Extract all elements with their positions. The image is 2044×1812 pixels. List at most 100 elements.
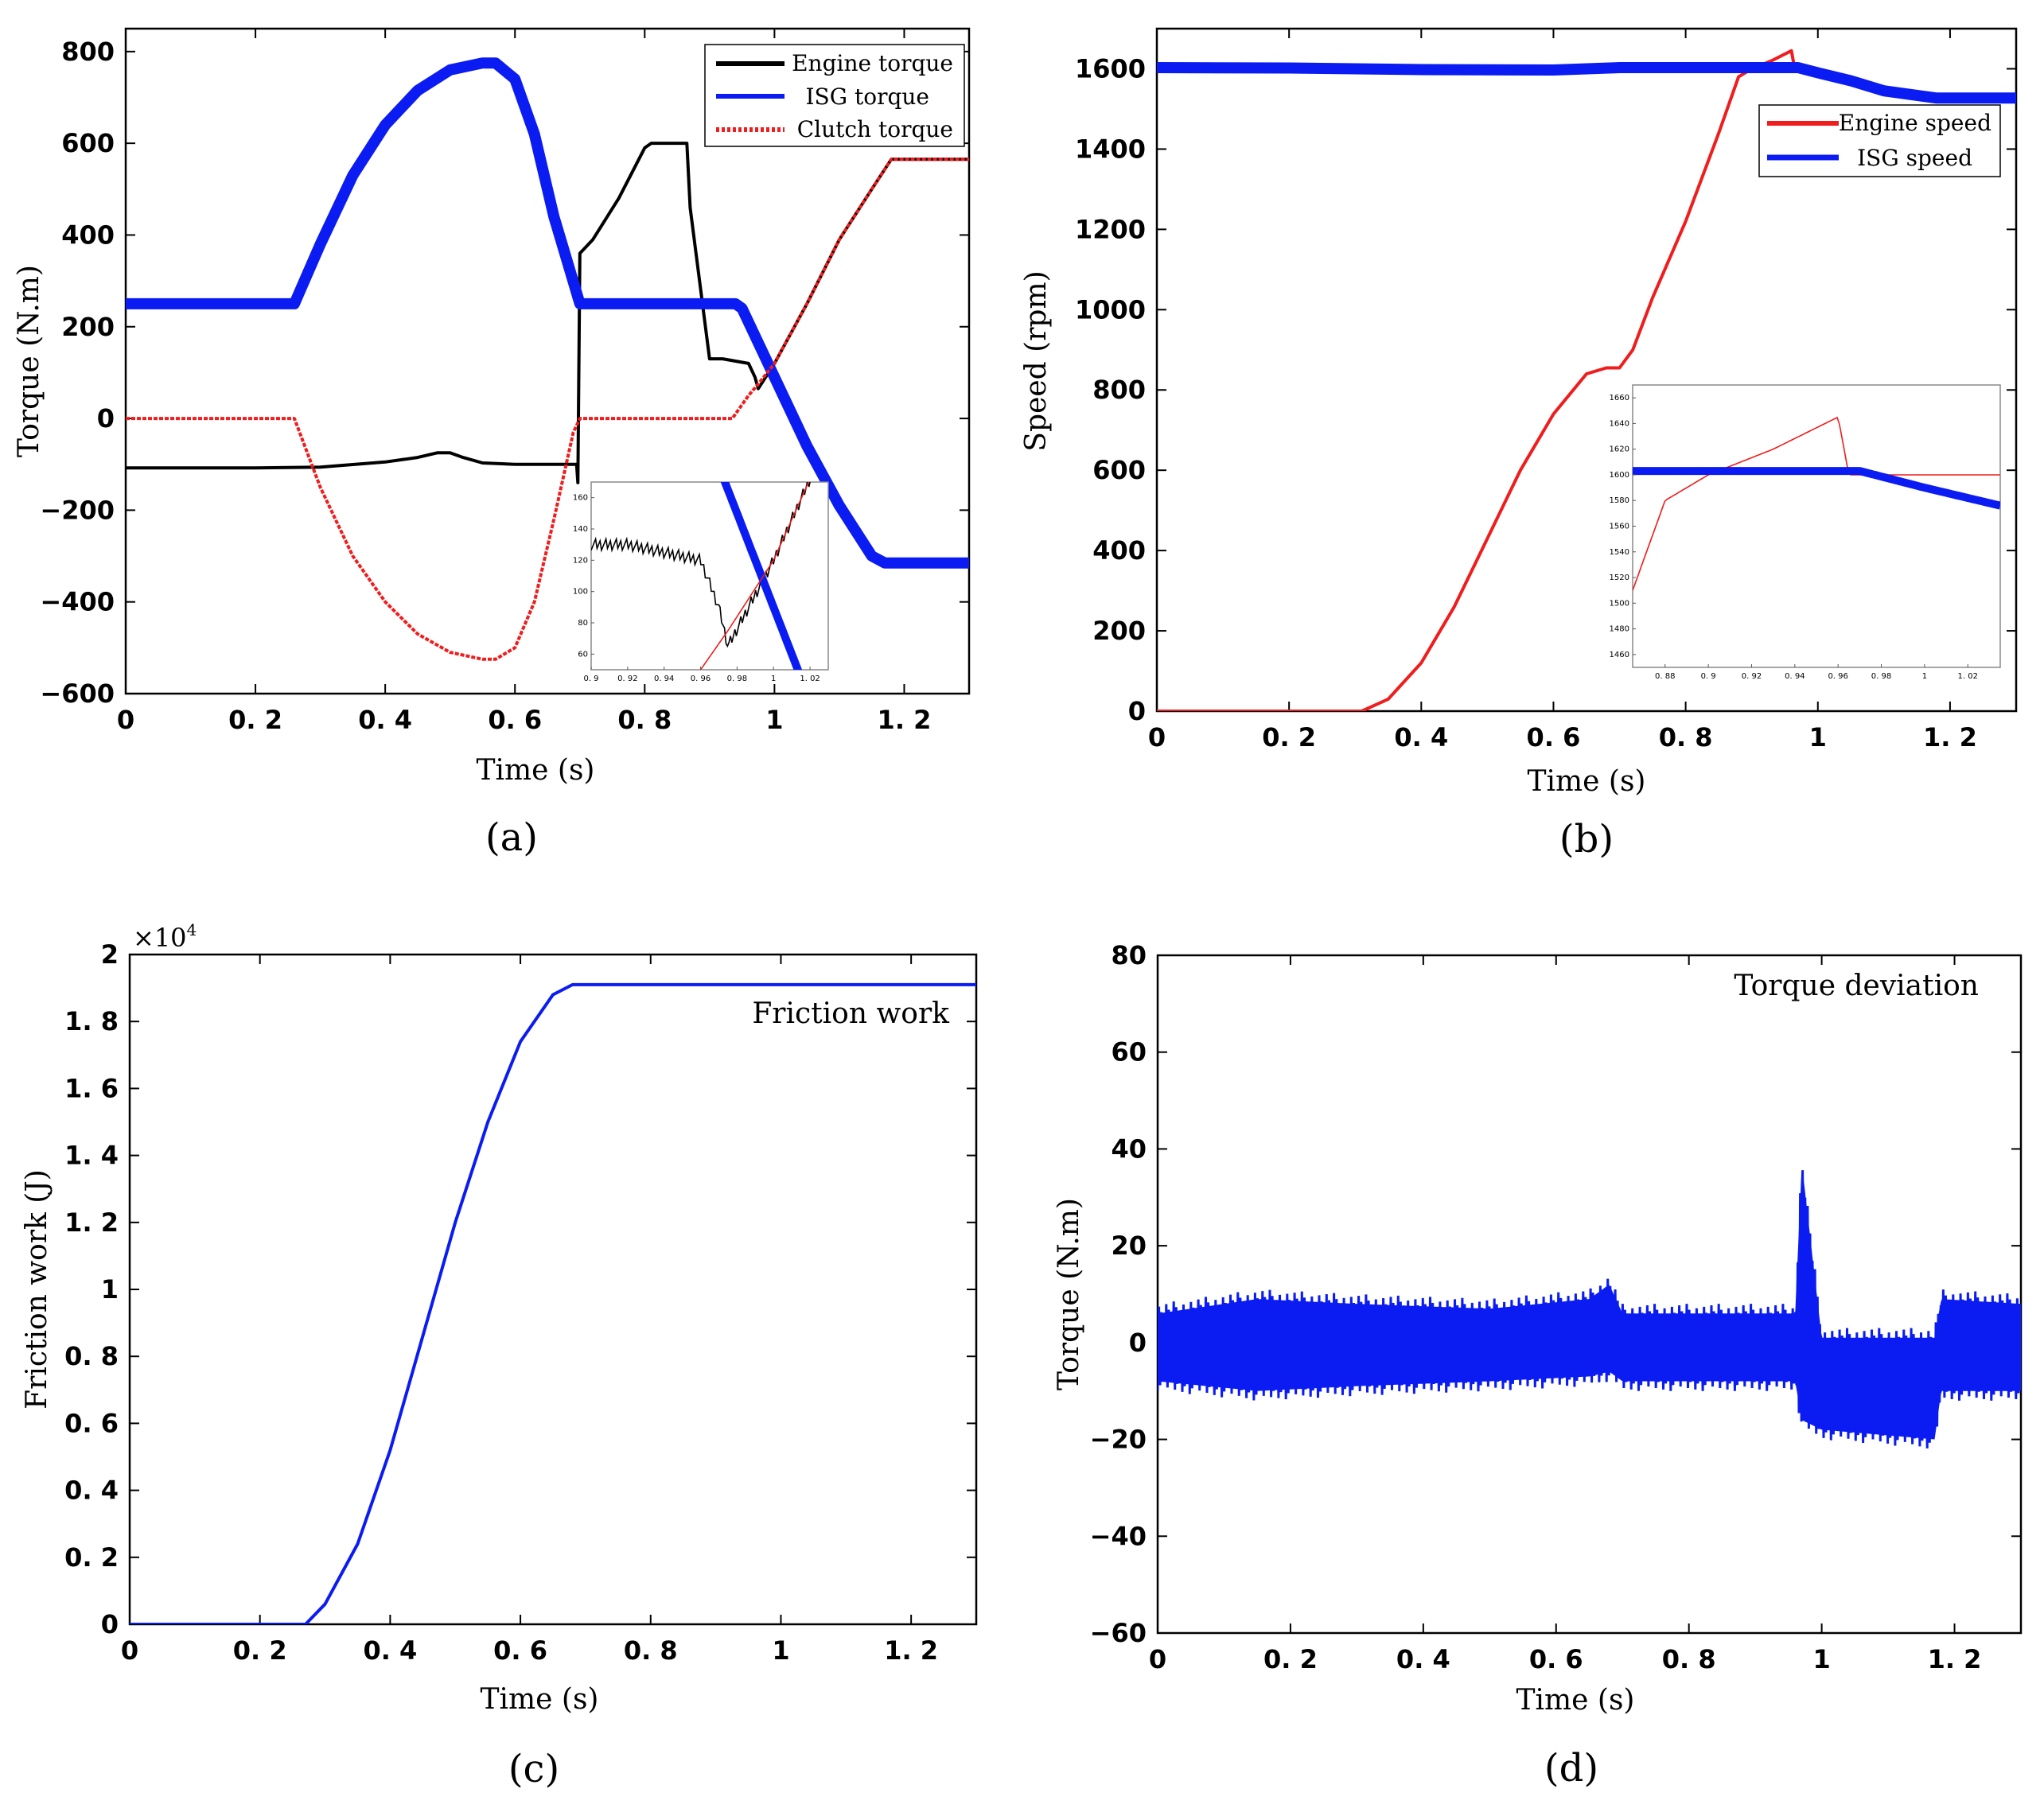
inset-x-tick-label: 0. 94 — [654, 675, 674, 683]
y-tick-label: 0. 8 — [64, 1341, 119, 1371]
inset-y-tick-label: 60 — [578, 650, 588, 659]
x-axis-label: Time (s) — [1528, 765, 1646, 798]
x-tick-label: 0. 4 — [1394, 722, 1448, 752]
x-tick-label: 0. 6 — [1527, 722, 1581, 752]
y-tick-label: 2 — [101, 939, 119, 970]
inset-x-tick-label: 1. 02 — [800, 675, 820, 683]
panel-label: (c) — [508, 1747, 559, 1791]
y-tick-label: 0 — [97, 403, 115, 434]
y-tick-label: 400 — [61, 220, 115, 250]
inset-y-tick-label: 1540 — [1610, 548, 1629, 557]
series-clutch-torque — [126, 157, 969, 661]
series-engine-torque — [126, 142, 969, 484]
legend-engine-label: Engine torque — [792, 50, 953, 76]
inset-y-tick-label: 1640 — [1610, 419, 1629, 428]
x-tick-label: 0. 2 — [1263, 1644, 1318, 1674]
y-tick-label: 1 — [101, 1274, 119, 1305]
inset-frame — [590, 481, 829, 671]
series-friction-work — [130, 982, 976, 1624]
inset-series — [591, 482, 811, 670]
series-layer — [1158, 1170, 2021, 1448]
x-tick-label: 1 — [765, 705, 783, 735]
x-tick-label: 0. 2 — [1262, 722, 1316, 752]
y-tick-label: 0 — [101, 1609, 119, 1639]
x-tick-label: 0. 2 — [228, 705, 282, 735]
torque-chart: 0 0. 2 0. 4 0. 6 0. 8 1 1. 2 −600 −400 −200 0 200 40… — [13, 27, 971, 860]
inset-frame — [1632, 384, 2001, 668]
y-tick-label: 0. 2 — [64, 1542, 119, 1573]
y-tick-label: 1. 2 — [64, 1207, 119, 1238]
x-axis-label: Time (s) — [481, 1683, 599, 1716]
inset-chart: 0. 88 0. 9 0. 92 0. 94 0. 96 0. 98 1 1. 02 1460 1… — [1610, 384, 2001, 681]
x-tick-label: 0. 4 — [1396, 1644, 1450, 1674]
x-tick-label: 0. 8 — [1662, 1644, 1716, 1674]
x-tick-label: 1 — [772, 1635, 789, 1666]
inset-x-tick-label: 0. 98 — [1871, 672, 1891, 681]
inset-y-tick-label: 1580 — [1610, 496, 1629, 505]
y-tick-label: 40 — [1111, 1133, 1147, 1164]
y-tick-label: −60 — [1090, 1618, 1147, 1648]
inset-y-tick-label: 140 — [573, 525, 588, 534]
y-tick-label: 200 — [61, 312, 115, 342]
y-tick-label: 60 — [1111, 1037, 1147, 1067]
y-tick-label: −200 — [40, 495, 115, 525]
inset-x-tick-label: 0. 9 — [1701, 672, 1716, 681]
speed-chart: 0 0. 2 0. 4 0. 6 0. 8 1 1. 2 0 200 400 600 800 1000 1… — [1020, 27, 2018, 861]
x-tick-label: 0. 8 — [624, 1635, 678, 1666]
y-tick-label: 0. 6 — [64, 1408, 119, 1438]
inset-y-tick-label: 160 — [573, 494, 588, 503]
inset-y-tick-label: 1460 — [1610, 651, 1629, 659]
y-tick-label: 400 — [1092, 535, 1146, 566]
inset-x-tick-label: 0. 92 — [1742, 672, 1762, 681]
y-tick-label: 1. 6 — [64, 1073, 119, 1103]
y-tick-label: 0 — [1128, 696, 1146, 726]
y-tick-label: −600 — [40, 679, 115, 709]
axes-ticks: 0 0. 2 0. 4 0. 6 0. 8 1 1. 2 −600 −400 −200 0 200 40… — [40, 29, 969, 735]
y-tick-label: 1000 — [1075, 294, 1146, 325]
panel-label: (a) — [485, 815, 538, 860]
inset-y-tick-label: 1600 — [1610, 471, 1629, 480]
inset-y-tick-label: 1500 — [1610, 599, 1629, 608]
inset-x-tick-label: 0. 98 — [727, 675, 747, 683]
y-tick-label: 1600 — [1075, 53, 1146, 84]
x-tick-label: 0. 6 — [1529, 1644, 1583, 1674]
y-axis-label: Torque (N.m) — [13, 265, 45, 457]
x-tick-label: 0. 2 — [233, 1635, 287, 1666]
axes-ticks: 0 0. 2 0. 4 0. 6 0. 8 1 1. 2 0 200 400 600 800 1000 1… — [1075, 29, 2016, 752]
y-axis-label: Torque (N.m) — [1053, 1198, 1085, 1390]
y-tick-label: −40 — [1090, 1521, 1147, 1551]
inset-series — [1633, 416, 2000, 591]
x-tick-label: 0 — [1149, 1644, 1166, 1674]
inset-y-tick-label: 1620 — [1610, 445, 1629, 454]
legend-isg-speed-label: ISG speed — [1857, 145, 1972, 171]
axes-ticks: 0 0. 2 0. 4 0. 6 0. 8 1 1. 2 0 0. 2 0. 4 0. 6 0. 8 1… — [64, 939, 976, 1666]
x-tick-label: 1. 2 — [878, 705, 932, 735]
x-tick-label: 1. 2 — [1923, 722, 1977, 752]
legend-clutch-label: Clutch torque — [797, 116, 953, 142]
series-isg-torque — [126, 57, 969, 569]
torque-deviation-chart: 0 0. 2 0. 4 0. 6 0. 8 1 1. 2 −60 −40 −20 0 20 40 60 80… — [1053, 940, 2023, 1791]
y-tick-label: 800 — [61, 37, 115, 67]
inset-x-tick-label: 0. 88 — [1655, 672, 1675, 681]
y-tick-label: 1400 — [1075, 134, 1146, 164]
series-layer — [130, 982, 976, 1624]
x-tick-label: 0. 4 — [358, 705, 412, 735]
series-layer — [1157, 49, 2016, 711]
inset-chart: 0. 9 0. 92 0. 94 0. 96 0. 98 1 1. 02 60 80 100 120… — [573, 481, 829, 683]
x-tick-label: 0. 4 — [363, 1635, 417, 1666]
y-tick-label: 20 — [1111, 1231, 1147, 1261]
inset-engine-torque — [591, 482, 811, 648]
series-isg-speed — [1157, 62, 2016, 104]
x-tick-label: 0. 6 — [493, 1635, 547, 1666]
inset-clutch-torque — [699, 482, 810, 670]
y-axis-label: Speed (rpm) — [1020, 270, 1053, 451]
x-axis-label: Time (s) — [477, 754, 595, 787]
panel-label: (d) — [1544, 1746, 1598, 1791]
series-layer — [126, 57, 969, 661]
y-multiplier: ×104 — [133, 920, 197, 953]
legend: Engine speed ISG speed — [1758, 104, 2001, 177]
axes-ticks: 0 0. 2 0. 4 0. 6 0. 8 1 1. 2 −60 −40 −20 0 20 40 60 80 — [1090, 940, 2021, 1674]
inset-x-tick-label: 1 — [1922, 672, 1927, 681]
inset-x-tick-label: 0. 94 — [1785, 672, 1805, 681]
inset-y-tick-label: 120 — [573, 556, 588, 565]
